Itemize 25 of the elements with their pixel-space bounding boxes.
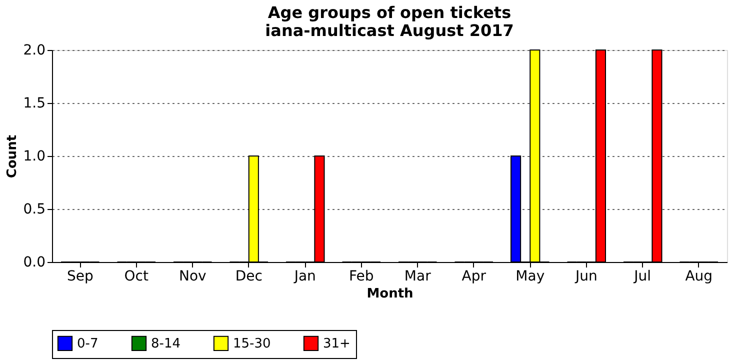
x-tick-label: Sep — [66, 268, 94, 284]
x-tick-label: Jun — [574, 268, 598, 284]
y-axis-title: Count — [5, 134, 20, 178]
x-tick-label: Feb — [348, 268, 374, 284]
y-tick-label: 1.0 — [23, 148, 46, 164]
legend-label: 0-7 — [77, 336, 98, 352]
x-tick-label: Aug — [685, 268, 713, 284]
legend-label: 8-14 — [151, 336, 181, 352]
x-axis-title: Month — [366, 286, 414, 302]
y-tick-label: 2.0 — [23, 42, 46, 58]
x-tick-label: Jul — [633, 268, 652, 284]
legend-label: 15-30 — [233, 336, 271, 352]
chart-subtitle: iana-multicast August 2017 — [265, 21, 514, 40]
x-tick-label: May — [516, 268, 545, 284]
x-tick-label: Apr — [462, 268, 486, 284]
x-tick-label: Jan — [293, 268, 316, 284]
x-tick-label: Oct — [124, 268, 149, 284]
x-tick-label: Mar — [404, 268, 432, 284]
x-tick-label: Dec — [235, 268, 262, 284]
y-tick-label: 0.0 — [23, 254, 46, 270]
y-tick-label: 1.5 — [23, 96, 46, 112]
y-tick-label: 0.5 — [23, 202, 46, 218]
x-tick-label: Nov — [178, 268, 206, 284]
chart-title: Age groups of open tickets — [268, 3, 512, 22]
legend-label: 31+ — [323, 336, 350, 352]
